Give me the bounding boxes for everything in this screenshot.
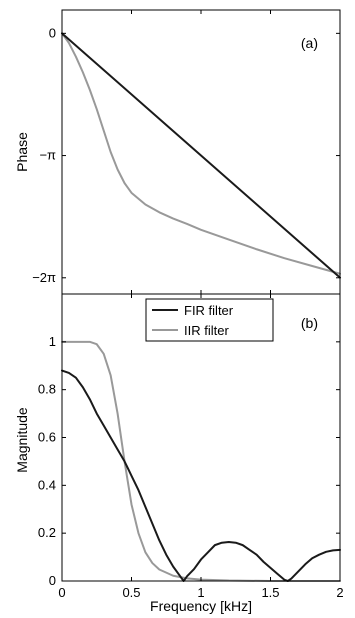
legend: FIR filter IIR filter bbox=[145, 298, 274, 342]
magnitude-series-layer bbox=[61, 340, 341, 582]
magnitude-x-tick-label: 1 bbox=[197, 585, 204, 600]
magnitude-x-tick-label: 2 bbox=[336, 585, 343, 600]
magnitude-ticks: 0 0.2 0.4 0.6 0.8 1 0 0.5 1 1.5 2 bbox=[38, 294, 344, 600]
magnitude-x-tick-label: 1.5 bbox=[261, 585, 279, 600]
magnitude-y-tick-label: 0 bbox=[49, 573, 56, 588]
magnitude-y-axis-title: Magnitude bbox=[14, 407, 30, 473]
phase-ticks: 0 −π −2π bbox=[32, 10, 341, 294]
phase-series-iir-filter bbox=[61, 32, 341, 275]
phase-y-axis-title: Phase bbox=[14, 132, 30, 172]
magnitude-y-tick-label: 0.4 bbox=[38, 477, 56, 492]
phase-y-tick-label: −2π bbox=[32, 270, 56, 285]
magnitude-panel-label: (b) bbox=[301, 315, 318, 331]
magnitude-y-tick-label: 0.6 bbox=[38, 430, 56, 445]
magnitude-series-iir-filter bbox=[61, 340, 341, 582]
phase-plot-frame bbox=[61, 9, 341, 295]
magnitude-y-tick-label: 0.2 bbox=[38, 525, 56, 540]
frequency-x-axis-title: Frequency [kHz] bbox=[150, 598, 252, 614]
legend-fir-label: FIR filter bbox=[184, 303, 234, 318]
magnitude-series-fir-filter bbox=[61, 369, 341, 582]
magnitude-y-tick-label: 0.8 bbox=[38, 382, 56, 397]
phase-series-fir-filter bbox=[61, 32, 341, 279]
magnitude-x-tick-label: 0.5 bbox=[122, 585, 140, 600]
phase-series-layer bbox=[61, 32, 341, 279]
magnitude-x-tick-label: 0 bbox=[58, 585, 65, 600]
magnitude-panel: 0 0.2 0.4 0.6 0.8 1 0 0.5 1 1.5 2 (b) Magnitude Fr… bbox=[14, 293, 344, 614]
legend-iir-label: IIR filter bbox=[184, 323, 229, 338]
magnitude-y-tick-label: 1 bbox=[49, 334, 56, 349]
phase-y-tick-label: −π bbox=[39, 148, 56, 163]
legend-box bbox=[145, 298, 274, 342]
phase-y-tick-label: 0 bbox=[49, 25, 56, 40]
phase-panel: 0 −π −2π (a) Phase bbox=[14, 9, 341, 295]
phase-panel-label: (a) bbox=[301, 35, 318, 51]
